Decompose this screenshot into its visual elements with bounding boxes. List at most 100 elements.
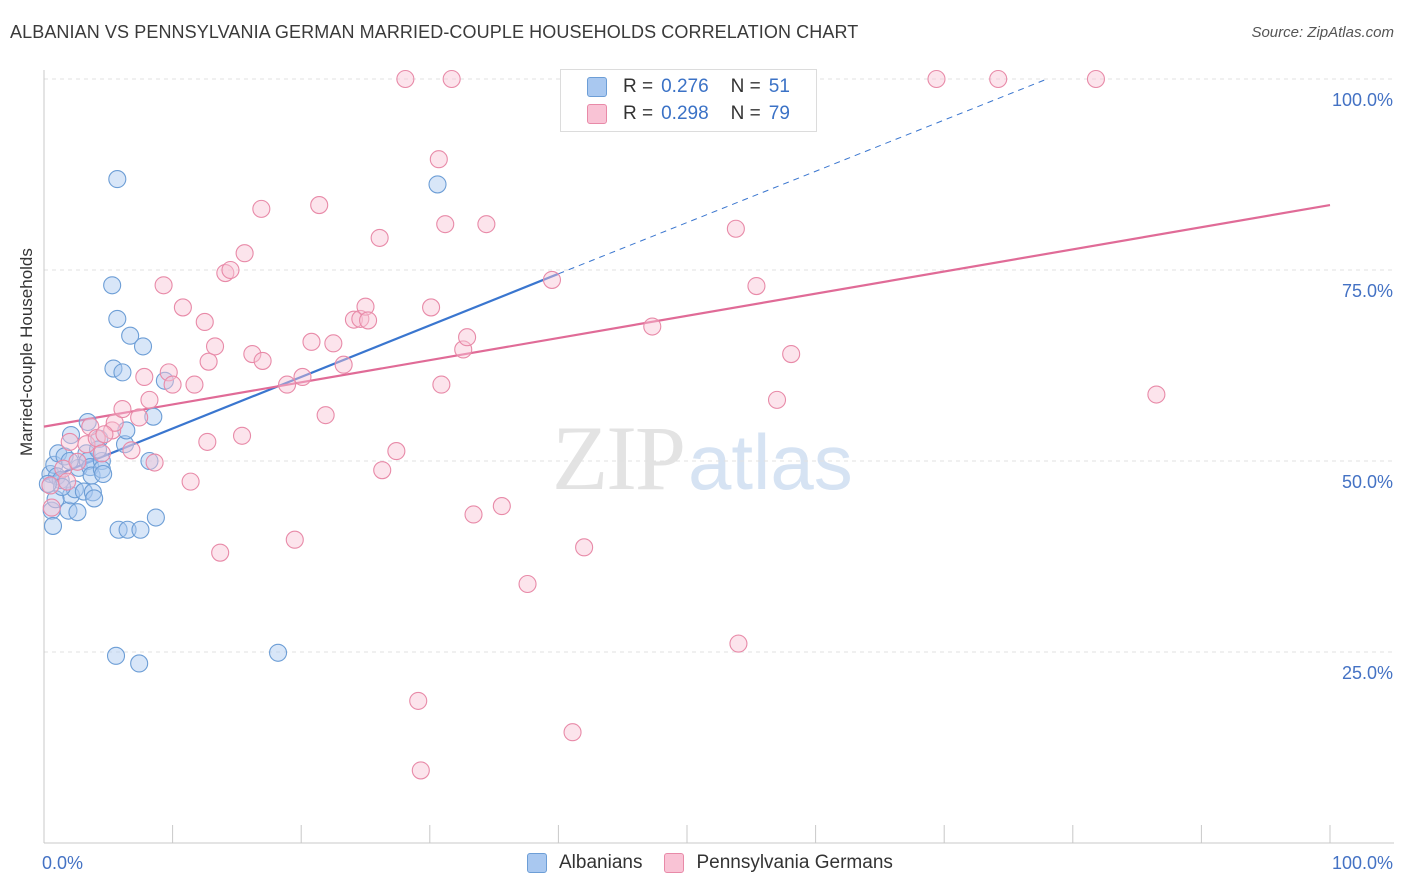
watermark: ZIPatlas [552, 405, 853, 511]
y-tick-label-50: 50.0% [1342, 472, 1393, 492]
point-pennsylvania-germans-25 [199, 352, 218, 371]
legend-swatch-pennsylvania-germans [664, 853, 685, 873]
point-albanians-48 [60, 451, 79, 471]
point-albanians-36 [121, 326, 140, 345]
point-pennsylvania-germans-33 [252, 199, 271, 218]
point-albanians-47 [52, 477, 72, 497]
legend-n-label: N = [730, 103, 761, 124]
point-pennsylvania-germans-76 [1147, 385, 1166, 404]
point-pennsylvania-germans-31 [232, 426, 252, 445]
point-pennsylvania-germans-13 [130, 408, 149, 427]
point-pennsylvania-germans-56 [436, 215, 455, 234]
point-pennsylvania-germans-35 [278, 375, 297, 394]
legend-item-pennsylvania-germans[interactable]: Pennsylvania Germans [664, 852, 893, 874]
trend-line-albanians [43, 272, 559, 482]
point-pennsylvania-germans-75 [1086, 69, 1105, 89]
y-tick-label-100: 100.0% [1332, 90, 1393, 110]
point-albanians-38 [131, 520, 150, 539]
point-pennsylvania-germans-17 [154, 276, 173, 295]
point-pennsylvania-germans-59 [458, 328, 477, 347]
point-albanians-35 [118, 520, 137, 539]
point-pennsylvania-germans-39 [310, 196, 329, 215]
x-tick-label-right: 100.0% [1332, 853, 1393, 873]
legend-swatch-pennsylvania-germans [587, 104, 607, 124]
point-pennsylvania-germans-70 [747, 276, 766, 296]
point-albanians-41 [144, 407, 163, 426]
point-albanians-30 [108, 309, 127, 328]
legend-n-value-albanians: 51 [768, 76, 790, 97]
point-albanians-25 [94, 464, 113, 484]
point-pennsylvania-germans-20 [173, 298, 192, 317]
trend-lines [43, 78, 1331, 482]
point-pennsylvania-germans-30 [235, 244, 254, 263]
legend-item-albanians[interactable]: Albanians [527, 852, 642, 874]
point-pennsylvania-germans-27 [211, 543, 230, 562]
legend-r-label: R = [623, 76, 654, 97]
point-pennsylvania-germans-49 [387, 442, 406, 461]
point-albanians-27 [104, 359, 123, 378]
point-pennsylvania-germans-48 [373, 461, 392, 480]
watermark-atlas: atlas [688, 418, 853, 506]
point-pennsylvania-germans-21 [181, 472, 200, 491]
legend-r-value-albanians: 0.276 [661, 76, 709, 97]
legend-label-pennsylvania-germans: Pennsylvania Germans [696, 852, 893, 873]
point-pennsylvania-germans-26 [205, 337, 225, 356]
legend-swatch-albanians [587, 77, 607, 97]
point-pennsylvania-germans-16 [145, 453, 164, 472]
point-albanians-45 [428, 175, 447, 194]
point-pennsylvania-germans-4 [68, 452, 87, 471]
point-pennsylvania-germans-14 [135, 367, 154, 387]
point-pennsylvania-germans-63 [518, 574, 537, 594]
point-pennsylvania-germans-64 [542, 270, 562, 289]
legend-row-albanians: R = 0.276 N = 51 [587, 76, 790, 98]
point-pennsylvania-germans-32 [243, 344, 262, 364]
point-pennsylvania-germans-37 [293, 367, 312, 387]
grid-lines [44, 78, 1394, 653]
point-pennsylvania-germans-46 [359, 311, 378, 330]
watermark-zip: ZIP [552, 407, 686, 509]
point-pennsylvania-germans-42 [334, 355, 353, 374]
point-pennsylvania-germans-61 [477, 215, 496, 234]
point-pennsylvania-germans-12 [122, 441, 141, 460]
point-pennsylvania-germans-52 [411, 761, 430, 780]
chart-title: ALBANIAN VS PENNSYLVANIA GERMAN MARRIED-… [10, 22, 859, 42]
point-albanians-29 [108, 170, 127, 189]
point-albanians-1 [43, 516, 63, 535]
point-pennsylvania-germans-8 [92, 444, 111, 463]
y-tick-label-75: 75.0% [1342, 281, 1393, 301]
point-albanians-37 [130, 654, 149, 673]
point-pennsylvania-germans-69 [729, 634, 748, 653]
data-points [38, 69, 1166, 780]
point-pennsylvania-germans-67 [643, 317, 662, 336]
point-pennsylvania-germans-60 [464, 505, 483, 524]
point-albanians-12 [68, 503, 87, 522]
point-pennsylvania-germans-55 [432, 375, 451, 394]
point-pennsylvania-germans-28 [216, 264, 235, 283]
legend-n-label: N = [730, 76, 761, 97]
point-pennsylvania-germans-54 [429, 150, 448, 169]
x-tick-label-left: 0.0% [42, 853, 83, 873]
correlation-legend: R = 0.276 N = 51 R = 0.298 N = 79 [560, 69, 817, 132]
point-pennsylvania-germans-62 [492, 497, 511, 516]
point-pennsylvania-germans-57 [442, 69, 461, 89]
point-pennsylvania-germans-23 [195, 312, 214, 332]
point-pennsylvania-germans-68 [726, 219, 745, 238]
point-albanians-39 [133, 337, 153, 356]
point-pennsylvania-germans-43 [344, 310, 363, 329]
point-pennsylvania-germans-10 [105, 413, 124, 432]
point-albanians-28 [106, 646, 126, 665]
point-albanians-26 [103, 276, 122, 295]
point-albanians-20 [83, 483, 102, 502]
point-pennsylvania-germans-40 [316, 406, 335, 425]
point-pennsylvania-germans-71 [767, 390, 787, 409]
point-pennsylvania-germans-73 [927, 69, 946, 89]
point-pennsylvania-germans-51 [409, 691, 428, 710]
point-albanians-32 [113, 363, 132, 382]
point-pennsylvania-germans-53 [422, 298, 441, 317]
point-pennsylvania-germans-47 [370, 228, 389, 247]
legend-n-value-pennsylvania-germans: 79 [768, 103, 790, 124]
tick-labels: 100.0% 75.0% 50.0% 25.0% 0.0% 100.0% [42, 90, 1393, 873]
point-pennsylvania-germans-41 [324, 334, 343, 353]
point-pennsylvania-germans-34 [253, 351, 272, 370]
